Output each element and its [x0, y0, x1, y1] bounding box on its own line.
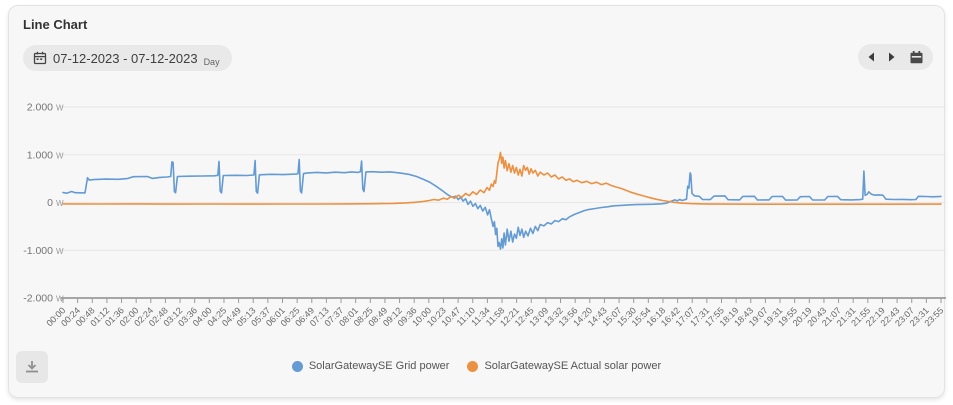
granularity-label: Day — [203, 57, 220, 67]
svg-text:W: W — [56, 247, 64, 256]
svg-text:-1.000: -1.000 — [23, 245, 53, 257]
line-chart-card: Line Chart 07-12-2023 - 07-12-2023 Day — [8, 5, 947, 399]
chart-legend: SolarGatewaySE Grid power SolarGatewaySE… — [9, 360, 944, 372]
legend-label-grid-power: SolarGatewaySE Grid power — [308, 360, 450, 372]
chevron-left-icon — [868, 52, 874, 62]
calendar-outline-icon — [33, 51, 47, 65]
date-range-label: 07-12-2023 - 07-12-2023 — [53, 50, 198, 66]
chart-canvas[interactable]: 2.000 W 1.000 W 0 W -1.000 W -2.000 W 00:00 00:24 00… — [9, 6, 947, 399]
svg-text:1.000: 1.000 — [27, 149, 53, 161]
line-chart-svg: 2.000 W1.000 W0 W-1.000 W-2.000 W00:0000:2400… — [23, 102, 947, 328]
previous-period-button[interactable] — [867, 44, 875, 70]
date-range-picker[interactable]: 07-12-2023 - 07-12-2023 Day — [23, 45, 232, 71]
download-icon — [26, 361, 38, 373]
date-nav-group — [858, 44, 933, 70]
svg-text:W: W — [56, 199, 64, 208]
next-period-button[interactable] — [888, 44, 896, 70]
jump-to-date-button[interactable] — [909, 44, 924, 70]
legend-dot-solar-power — [467, 360, 479, 372]
svg-text:W: W — [56, 104, 64, 113]
legend-item-solar-power[interactable]: SolarGatewaySE Actual solar power — [467, 360, 661, 372]
svg-text:W: W — [56, 151, 64, 160]
legend-item-grid-power[interactable]: SolarGatewaySE Grid power — [291, 360, 450, 372]
calendar-solid-icon — [910, 50, 923, 63]
download-button[interactable] — [16, 351, 48, 383]
svg-text:-2.000: -2.000 — [23, 293, 53, 305]
svg-text:0: 0 — [47, 197, 53, 209]
svg-text:2.000: 2.000 — [27, 102, 53, 114]
svg-text:W: W — [56, 295, 64, 304]
chevron-right-icon — [889, 52, 895, 62]
legend-label-solar-power: SolarGatewaySE Actual solar power — [484, 360, 662, 372]
legend-dot-grid-power — [291, 360, 303, 372]
page-title: Line Chart — [23, 17, 88, 32]
